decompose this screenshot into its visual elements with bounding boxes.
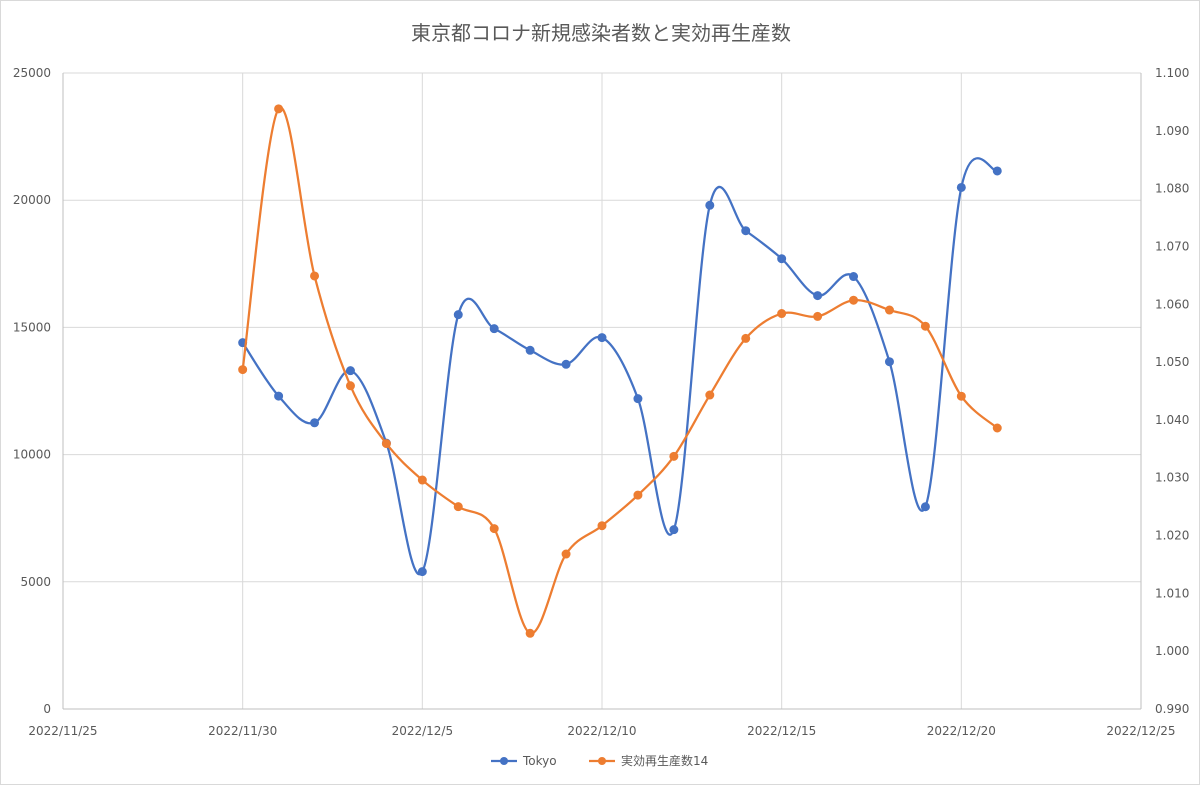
y-right-tick-label: 1.100	[1155, 66, 1189, 80]
axes: 0 5000 10000 15000 20000 25000 0.990 1.000 1.010…	[13, 66, 1190, 738]
series-line-rt14	[241, 106, 999, 635]
y-right-tick-label: 1.010	[1155, 586, 1189, 600]
data-point-tokyo	[310, 418, 320, 428]
data-point-rt14	[813, 311, 823, 321]
y-right-tick-label: 1.030	[1155, 471, 1189, 485]
y-left-tick-label: 0	[43, 702, 51, 716]
x-tick-label: 2022/12/15	[747, 724, 816, 738]
data-point-rt14	[633, 490, 643, 500]
data-point-tokyo	[597, 333, 607, 343]
y-right-tick-label: 1.000	[1155, 644, 1189, 658]
data-point-tokyo	[956, 182, 966, 192]
data-point-tokyo	[489, 324, 499, 334]
data-point-rt14	[849, 295, 859, 305]
y-left-tick-label: 25000	[13, 66, 51, 80]
data-point-tokyo	[813, 291, 823, 301]
data-point-rt14	[884, 305, 894, 315]
data-point-rt14	[920, 321, 930, 331]
y-right-tick-label: 1.020	[1155, 529, 1189, 543]
data-point-rt14	[345, 381, 355, 391]
data-point-tokyo	[633, 394, 643, 404]
legend: Tokyo 実効再生産数14	[491, 753, 708, 768]
data-point-tokyo	[741, 226, 751, 236]
y-right-tick-label: 1.090	[1155, 124, 1189, 138]
data-point-rt14	[669, 451, 679, 461]
gridlines	[63, 72, 1141, 709]
data-point-tokyo	[417, 567, 427, 577]
data-point-rt14	[274, 104, 284, 114]
legend-label-rt14: 実効再生産数14	[621, 753, 708, 768]
data-point-tokyo	[705, 200, 715, 210]
data-point-tokyo	[453, 310, 463, 320]
data-point-rt14	[525, 628, 535, 638]
data-point-rt14	[489, 524, 499, 534]
y-right-tick-label: 1.060	[1155, 297, 1189, 311]
y-left-tick-label: 15000	[13, 320, 51, 334]
y-right-tick-label: 1.080	[1155, 182, 1189, 196]
data-point-tokyo	[525, 345, 535, 355]
y-left-tick-label: 20000	[13, 193, 51, 207]
data-point-tokyo	[669, 525, 679, 535]
data-point-tokyo	[992, 166, 1002, 176]
x-tick-label: 2022/12/5	[392, 724, 454, 738]
data-point-rt14	[741, 333, 751, 343]
data-point-tokyo	[849, 272, 859, 282]
legend-marker-rt14	[598, 757, 606, 765]
data-point-tokyo	[561, 359, 571, 369]
data-point-rt14	[597, 521, 607, 531]
data-point-tokyo	[274, 391, 284, 401]
data-point-rt14	[310, 271, 320, 281]
x-tick-label: 2022/11/25	[28, 724, 97, 738]
y-right-tick-label: 1.070	[1155, 239, 1189, 253]
x-tick-label: 2022/12/25	[1106, 724, 1175, 738]
data-point-tokyo	[920, 502, 930, 512]
data-point-rt14	[705, 390, 715, 400]
data-point-rt14	[238, 365, 248, 375]
data-point-tokyo	[345, 366, 355, 376]
series-line-tokyo	[241, 157, 998, 576]
data-point-rt14	[992, 423, 1002, 433]
data-point-rt14	[453, 502, 463, 512]
data-point-rt14	[417, 475, 427, 485]
data-point-rt14	[561, 549, 571, 559]
data-point-tokyo	[777, 254, 787, 264]
data-point-tokyo	[884, 357, 894, 367]
y-right-tick-label: 1.040	[1155, 413, 1189, 427]
data-point-rt14	[956, 391, 966, 401]
x-tick-label: 2022/12/10	[567, 724, 636, 738]
y-right-tick-label: 1.050	[1155, 355, 1189, 369]
legend-marker-tokyo	[500, 757, 508, 765]
x-tick-label: 2022/11/30	[208, 724, 277, 738]
legend-label-tokyo: Tokyo	[522, 754, 557, 768]
y-right-tick-label: 0.990	[1155, 702, 1189, 716]
y-left-tick-label: 5000	[20, 575, 51, 589]
series-layer	[238, 104, 1002, 638]
data-point-rt14	[381, 439, 391, 449]
y-left-tick-label: 10000	[13, 448, 51, 462]
x-tick-label: 2022/12/20	[927, 724, 996, 738]
chart-title: 東京都コロナ新規感染者数と実効再生産数	[411, 21, 791, 45]
data-point-rt14	[777, 309, 787, 319]
